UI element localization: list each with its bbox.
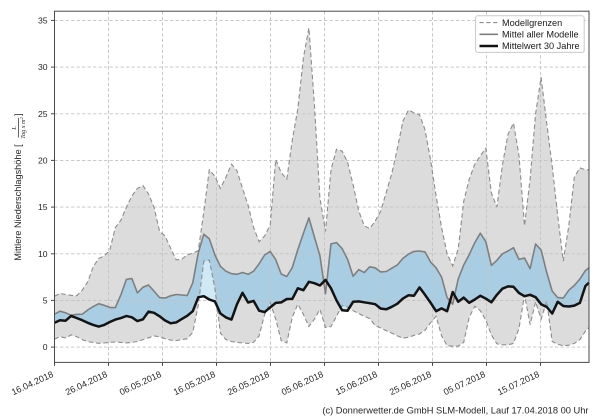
- svg-text:30: 30: [38, 62, 48, 72]
- svg-text:L: L: [11, 126, 18, 131]
- svg-text:Mittel aller Modelle: Mittel aller Modelle: [502, 30, 579, 40]
- svg-text:35: 35: [38, 15, 48, 25]
- svg-text:0: 0: [43, 342, 48, 352]
- svg-text:25: 25: [38, 109, 48, 119]
- svg-text:10: 10: [38, 249, 48, 259]
- svg-text:Modellgrenzen: Modellgrenzen: [502, 18, 562, 28]
- svg-text:]: ]: [13, 113, 23, 116]
- svg-text:Tag x m2: Tag x m2: [19, 116, 27, 138]
- svg-text:(c) Donnerwetter.de GmbH SLM-M: (c) Donnerwetter.de GmbH SLM-Modell, Lau…: [322, 406, 588, 416]
- svg-text:Mittlere Niederschlagshöhe [: Mittlere Niederschlagshöhe [: [13, 144, 23, 261]
- svg-text:5: 5: [43, 295, 48, 305]
- svg-text:15: 15: [38, 202, 48, 212]
- svg-text:Mittelwert 30 Jahre: Mittelwert 30 Jahre: [502, 41, 580, 51]
- svg-text:20: 20: [38, 155, 48, 165]
